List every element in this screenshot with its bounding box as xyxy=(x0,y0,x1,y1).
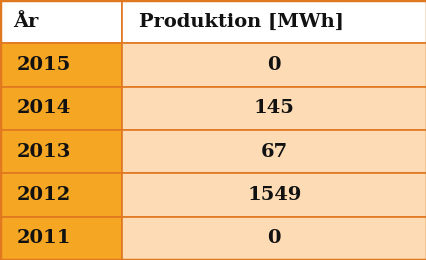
Text: 2013: 2013 xyxy=(17,143,71,161)
Bar xyxy=(121,43,426,87)
Text: Produktion [MWh]: Produktion [MWh] xyxy=(138,13,343,31)
Bar xyxy=(121,87,426,130)
Text: 145: 145 xyxy=(253,99,294,117)
Text: 67: 67 xyxy=(260,143,287,161)
Text: 0: 0 xyxy=(267,56,280,74)
Bar xyxy=(121,0,426,43)
Bar xyxy=(0,87,121,130)
Text: 2011: 2011 xyxy=(17,229,72,247)
Text: 0: 0 xyxy=(267,229,280,247)
Bar xyxy=(121,217,426,260)
Bar xyxy=(0,173,121,217)
Bar xyxy=(0,217,121,260)
Bar xyxy=(121,130,426,173)
Bar xyxy=(0,130,121,173)
Bar xyxy=(0,0,121,43)
Text: 2012: 2012 xyxy=(17,186,71,204)
Bar xyxy=(0,43,121,87)
Text: 2014: 2014 xyxy=(17,99,71,117)
Text: År: År xyxy=(13,13,38,31)
Bar xyxy=(121,173,426,217)
Text: 2015: 2015 xyxy=(17,56,71,74)
Text: 1549: 1549 xyxy=(247,186,301,204)
